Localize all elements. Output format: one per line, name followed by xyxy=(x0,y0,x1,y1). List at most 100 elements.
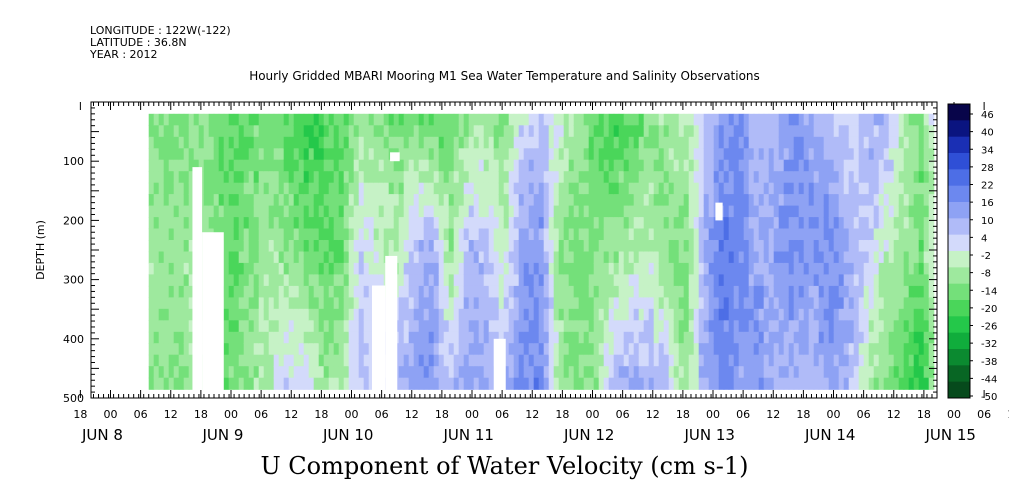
heatmap-cell xyxy=(833,297,840,310)
heatmap-cell xyxy=(768,377,775,390)
heatmap-cell xyxy=(533,343,540,356)
heatmap-cell xyxy=(578,308,585,321)
x-day-label: JUN 11 xyxy=(443,426,494,444)
heatmap-cell xyxy=(253,297,260,310)
heatmap-cell xyxy=(188,194,195,207)
heatmap-cell xyxy=(633,228,640,241)
heatmap-cell xyxy=(368,251,375,264)
heatmap-cell xyxy=(173,354,180,367)
heatmap-cell xyxy=(238,366,245,379)
heatmap-cell xyxy=(883,136,890,149)
heatmap-cell xyxy=(833,136,840,149)
heatmap-cell xyxy=(423,320,430,333)
heatmap-cell xyxy=(333,297,340,310)
heatmap-cell xyxy=(868,217,875,230)
heatmap-cell xyxy=(518,194,525,207)
heatmap-cell xyxy=(593,136,600,149)
heatmap-cell xyxy=(428,331,435,344)
heatmap-cell xyxy=(813,228,820,241)
heatmap-cell xyxy=(148,308,155,321)
heatmap-cell xyxy=(423,182,430,195)
heatmap-cell xyxy=(508,297,515,310)
heatmap-cell xyxy=(508,113,515,126)
heatmap-cell xyxy=(233,194,240,207)
heatmap-cell xyxy=(918,148,925,161)
heatmap-cell xyxy=(563,308,570,321)
heatmap-cell xyxy=(568,251,575,264)
heatmap-cell xyxy=(473,171,480,184)
heatmap-cell xyxy=(828,159,835,172)
heatmap-cell xyxy=(443,171,450,184)
heatmap-cell xyxy=(443,182,450,195)
heatmap-cell xyxy=(813,320,820,333)
heatmap-cell xyxy=(223,159,230,172)
heatmap-cell xyxy=(188,171,195,184)
heatmap-cell xyxy=(778,251,785,264)
heatmap-cell xyxy=(643,159,650,172)
heatmap-cell xyxy=(468,113,475,126)
heatmap-cell xyxy=(673,262,680,275)
heatmap-cell xyxy=(293,331,300,344)
heatmap-cell xyxy=(378,217,385,230)
heatmap-cell xyxy=(478,366,485,379)
heatmap-cell xyxy=(508,182,515,195)
heatmap-cell xyxy=(263,251,270,264)
heatmap-cell xyxy=(663,182,670,195)
heatmap-cell xyxy=(768,331,775,344)
heatmap-cell xyxy=(213,171,220,184)
heatmap-cell xyxy=(543,377,550,390)
colorbar-swatch xyxy=(948,104,970,121)
heatmap-cell xyxy=(908,297,915,310)
heatmap-cell xyxy=(383,205,390,218)
heatmap-cell xyxy=(803,320,810,333)
heatmap-cell xyxy=(468,240,475,253)
heatmap-cell xyxy=(243,366,250,379)
heatmap-cell xyxy=(463,217,470,230)
heatmap-cell xyxy=(463,205,470,218)
heatmap-cell xyxy=(738,228,745,241)
heatmap-cell xyxy=(623,228,630,241)
heatmap-cell xyxy=(153,297,160,310)
heatmap-cell xyxy=(498,113,505,126)
heatmap-cell xyxy=(523,343,530,356)
heatmap-cell xyxy=(563,182,570,195)
heatmap-cell xyxy=(718,228,725,241)
heatmap-cell xyxy=(253,366,260,379)
heatmap-cell xyxy=(338,171,345,184)
heatmap-cell xyxy=(583,320,590,333)
heatmap-cell xyxy=(338,251,345,264)
heatmap-cell xyxy=(163,159,170,172)
heatmap-cell xyxy=(768,308,775,321)
heatmap-cell xyxy=(678,182,685,195)
heatmap-cell xyxy=(478,343,485,356)
heatmap-cell xyxy=(673,217,680,230)
heatmap-cell xyxy=(843,240,850,253)
heatmap-cell xyxy=(488,366,495,379)
heatmap-cell xyxy=(158,194,165,207)
heatmap-cell xyxy=(853,228,860,241)
heatmap-cell xyxy=(608,182,615,195)
heatmap-cell xyxy=(898,148,905,161)
heatmap-cell xyxy=(438,125,445,138)
heatmap-cell xyxy=(233,285,240,298)
heatmap-cell xyxy=(913,182,920,195)
heatmap-cell xyxy=(288,217,295,230)
heatmap-cell xyxy=(703,205,710,218)
heatmap-cell xyxy=(663,262,670,275)
heatmap-cell xyxy=(223,331,230,344)
heatmap-cell xyxy=(403,148,410,161)
heatmap-cell xyxy=(828,262,835,275)
heatmap-cell xyxy=(463,182,470,195)
heatmap-cell xyxy=(343,274,350,287)
heatmap-cell xyxy=(718,148,725,161)
heatmap-cell xyxy=(563,125,570,138)
heatmap-cell xyxy=(233,217,240,230)
heatmap-cell xyxy=(883,251,890,264)
heatmap-cell xyxy=(268,262,275,275)
heatmap-cell xyxy=(523,217,530,230)
heatmap-cell xyxy=(148,274,155,287)
heatmap-cell xyxy=(188,262,195,275)
heatmap-cell xyxy=(863,217,870,230)
heatmap-cell xyxy=(633,262,640,275)
heatmap-cell xyxy=(423,308,430,321)
